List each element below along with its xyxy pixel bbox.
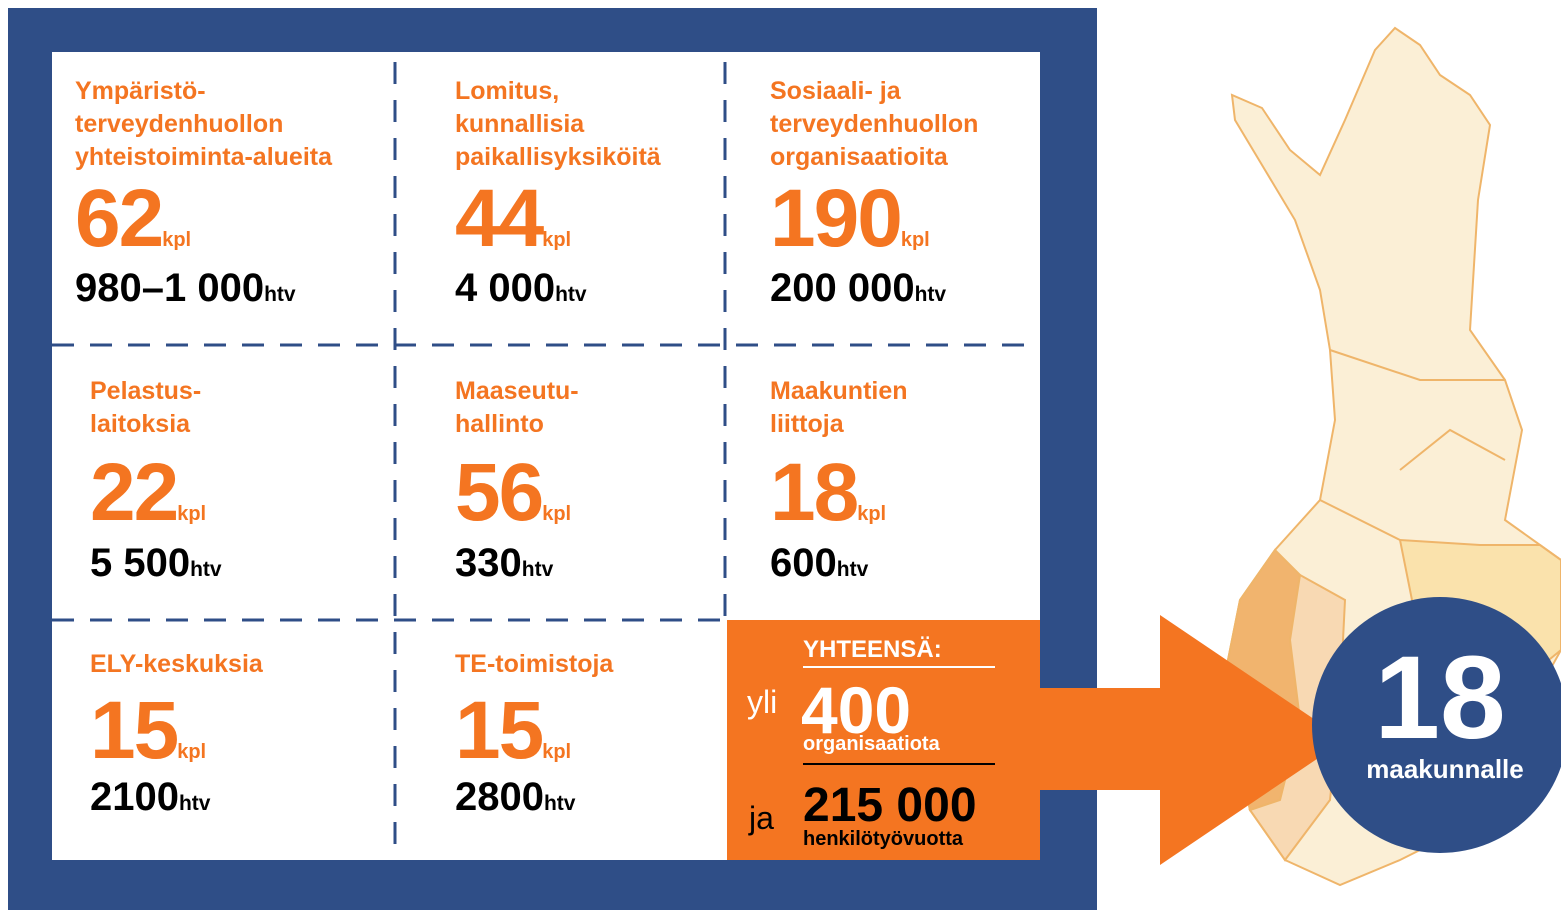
cell-label: Sosiaali- ja — [770, 77, 901, 105]
cell-label: liittoja — [770, 410, 844, 438]
total-person-years-label: henkilötyövuotta — [803, 828, 964, 850]
cell-number-line: 15kpl — [455, 690, 571, 793]
cell-htv-line: 5 500htv — [90, 543, 222, 590]
result-number: 18 — [1374, 632, 1505, 764]
cell-htv-line: 200 000htv — [770, 268, 946, 315]
cell-htv: 980–1 000 — [75, 266, 265, 310]
cell-htv: 4 000 — [455, 266, 556, 310]
total-heading: YHTEENSÄ: — [803, 636, 942, 663]
cell-htv-unit: htv — [178, 792, 211, 815]
cell-label: paikallisyksiköitä — [455, 143, 661, 171]
cell-htv: 330 — [455, 541, 522, 585]
cell-number: 15 — [455, 685, 544, 776]
cell-htv-unit: htv — [190, 558, 222, 581]
result-circle — [1312, 597, 1561, 853]
cell-number: 56 — [455, 447, 544, 538]
cell-label: hallinto — [455, 410, 544, 438]
cell-unit: kpl — [542, 741, 572, 763]
cell-htv-line: 2800htv — [455, 777, 575, 824]
cell-unit: kpl — [542, 503, 572, 525]
cell-htv-line: 980–1 000htv — [75, 268, 296, 315]
total-prefix: ja — [749, 800, 774, 836]
cell-number-line: 15kpl — [90, 690, 206, 793]
cell-htv: 5 500 — [90, 541, 191, 585]
cell-label: Pelastus- — [90, 377, 202, 405]
cell-label: Maaseutu- — [455, 377, 579, 405]
cell-htv-unit: htv — [543, 792, 576, 815]
cell-unit: kpl — [857, 503, 887, 525]
cell-number: 44 — [455, 173, 544, 264]
dividers — [52, 62, 1040, 860]
total-organisations: 400 — [801, 673, 912, 747]
arrow — [1040, 615, 1345, 865]
cell-label: Maakuntien — [770, 377, 908, 405]
total-organisations-label: organisaatiota — [803, 733, 940, 755]
cell-label: kunnallisia — [455, 110, 585, 138]
cell-unit: kpl — [162, 229, 192, 251]
cell-label: terveydenhuollon — [770, 110, 979, 138]
cell-label: Ympäristö- — [75, 77, 206, 105]
cell-number: 62 — [75, 173, 164, 264]
total-prefix: yli — [747, 684, 778, 720]
cell-unit: kpl — [177, 741, 207, 763]
cell-htv: 2100 — [90, 775, 179, 819]
total-person-years: 215 000 — [803, 779, 977, 832]
cell-number-line: 18kpl — [770, 452, 886, 555]
total-box: YHTEENSÄ: yli 400 organisaatiota ja 215 … — [727, 620, 1040, 860]
cell-htv-unit: htv — [914, 283, 947, 306]
cell-htv-unit: htv — [264, 283, 296, 306]
cell-number-line: 190kpl — [770, 178, 930, 281]
cell-unit: kpl — [542, 229, 572, 251]
cell-htv-line: 330htv — [455, 543, 553, 590]
cell-htv-unit: htv — [555, 283, 587, 306]
cell-number-line: 56kpl — [455, 452, 571, 555]
cell-number: 22 — [90, 447, 179, 538]
cell-htv: 2800 — [455, 775, 544, 819]
cell-label: ELY-keskuksia — [90, 650, 263, 678]
cell-htv-line: 4 000htv — [455, 268, 587, 315]
cell-htv-unit: htv — [521, 558, 554, 581]
cell-number-line: 44kpl — [455, 178, 571, 281]
cell-number-line: 62kpl — [75, 178, 191, 281]
cell-unit: kpl — [177, 503, 207, 525]
cell-htv-line: 2100htv — [90, 777, 210, 824]
cell-number: 190 — [770, 173, 903, 264]
cell-htv-line: 600htv — [770, 543, 868, 590]
cell-label: laitoksia — [90, 410, 191, 438]
cell-number: 18 — [770, 447, 859, 538]
cell-label: TE-toimistoja — [455, 650, 614, 678]
cell-htv-unit: htv — [836, 558, 869, 581]
cell-htv: 200 000 — [770, 266, 915, 310]
cell-label: organisaatioita — [770, 143, 948, 171]
cell-number: 15 — [90, 685, 179, 776]
cell-unit: kpl — [900, 229, 930, 251]
rule — [803, 763, 995, 765]
map-border — [1319, 349, 1506, 541]
rule — [803, 666, 995, 668]
cell-label: terveydenhuollon — [75, 110, 284, 138]
result-label: maakunnalle — [1366, 754, 1524, 784]
cell-htv: 600 — [770, 541, 837, 585]
cell-label: Lomitus, — [455, 77, 560, 105]
cell-number-line: 22kpl — [90, 452, 206, 555]
cell-label: yhteistoiminta-alueita — [75, 143, 332, 171]
